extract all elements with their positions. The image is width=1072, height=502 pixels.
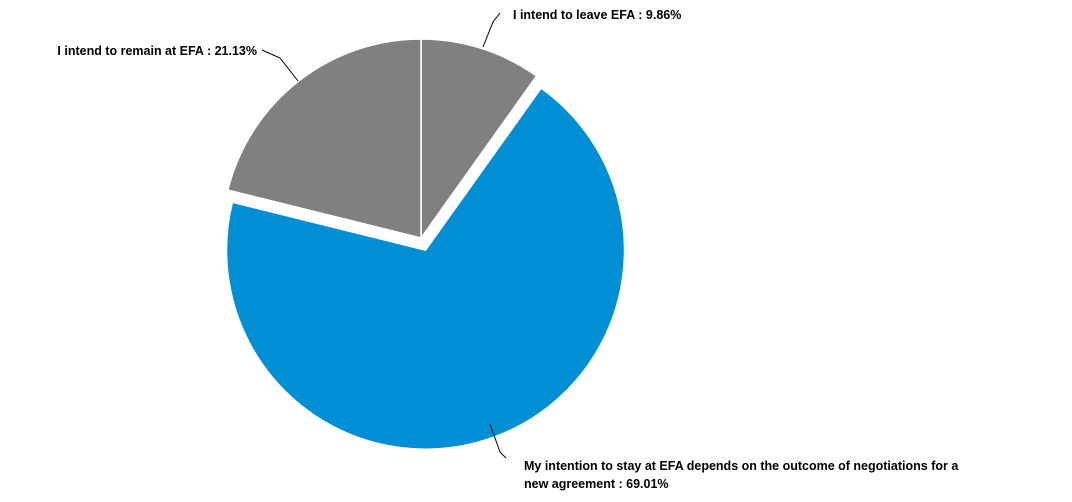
leader-lines <box>261 12 507 459</box>
slice-label-i-intend-to-leave-efa: I intend to leave EFA : 9.86% <box>513 8 681 22</box>
slice-label-line: I intend to remain at EFA : 21.13% <box>57 44 257 58</box>
slice-label-line: new agreement : 69.01% <box>524 477 669 491</box>
pie-slices <box>225 38 626 450</box>
slice-label-line: I intend to leave EFA : 9.86% <box>513 8 681 22</box>
slice-label-my-intention-to-stay-at-efa-depends-on-the-outcome-of-negotiations-for-a-new-agreement: My intention to stay at EFA depends on t… <box>524 459 959 491</box>
leader-line-i-intend-to-leave-efa <box>482 12 501 48</box>
slice-labels: I intend to leave EFA : 9.86% My intentio… <box>57 8 959 491</box>
leader-line-i-intend-to-remain-at-efa <box>261 49 299 82</box>
pie-slice-i-intend-to-remain-at-efa <box>226 38 422 239</box>
leader-line-my-intention-to-stay-at-efa-depends-on-the-outcome-of-negotiations-for-a-new-agreement <box>489 423 507 459</box>
slice-label-i-intend-to-remain-at-efa: I intend to remain at EFA : 21.13% <box>57 44 257 58</box>
pie-slice-i-intend-to-leave-efa <box>420 38 538 241</box>
slice-label-line: My intention to stay at EFA depends on t… <box>524 459 959 473</box>
